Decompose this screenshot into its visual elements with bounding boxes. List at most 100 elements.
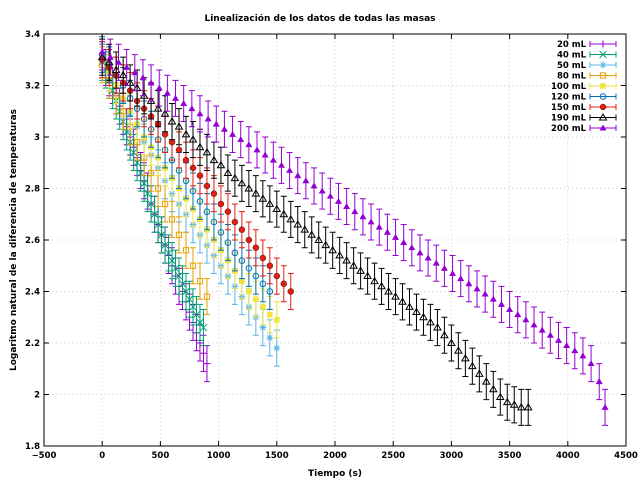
- data-point: [363, 257, 372, 295]
- data-point: [398, 283, 407, 321]
- data-point: [104, 43, 114, 81]
- error-bar: [238, 164, 245, 202]
- data-point: [318, 172, 326, 210]
- legend-entry: 20 mL: [557, 40, 617, 50]
- data-point: [139, 59, 147, 97]
- data-point: [457, 260, 465, 298]
- data-point: [259, 239, 267, 277]
- data-point: [202, 133, 212, 171]
- error-bar: [336, 236, 343, 274]
- data-point: [351, 193, 359, 231]
- data-point: [506, 291, 514, 329]
- data-point: [273, 301, 280, 339]
- data-point: [277, 146, 285, 184]
- error-bar: [252, 175, 259, 213]
- data-point: [286, 200, 296, 238]
- error-bar: [329, 231, 336, 269]
- data-point: [237, 121, 245, 159]
- series-40-ml: [98, 43, 208, 347]
- data-point: [571, 332, 579, 370]
- legend-entry: 120 mL: [551, 93, 617, 103]
- data-point: [189, 288, 197, 326]
- data-point: [129, 133, 138, 171]
- data-point: [563, 327, 571, 365]
- legend-label: 80 mL: [557, 72, 587, 82]
- data-point: [231, 203, 239, 241]
- chart-title: Linealización de los datos de todas las …: [204, 13, 435, 24]
- x-tick-label: −500: [32, 451, 57, 461]
- error-bar: [280, 195, 287, 233]
- error-bar: [176, 216, 183, 254]
- error-bar: [231, 159, 238, 197]
- data-point: [261, 136, 269, 174]
- data-point: [286, 151, 294, 189]
- data-point: [343, 188, 351, 226]
- data-point: [203, 167, 211, 205]
- data-point: [326, 177, 334, 215]
- legend-label: 200 mL: [551, 124, 587, 134]
- x-tick-label: 0: [99, 451, 105, 461]
- data-point: [175, 257, 183, 295]
- data-point: [185, 280, 194, 318]
- error-bar: [350, 247, 357, 285]
- data-point: [370, 262, 379, 300]
- y-tick-label: 2.6: [25, 236, 40, 246]
- data-point: [454, 332, 463, 370]
- y-axis-label: Logaritmo natural de la diferencia de te…: [9, 109, 19, 371]
- error-bar: [504, 383, 511, 421]
- data-point: [182, 231, 190, 269]
- error-bar: [203, 278, 210, 316]
- data-point: [203, 278, 211, 316]
- data-point: [244, 169, 254, 208]
- error-bar: [343, 242, 350, 280]
- legend-entry: 80 mL: [557, 72, 617, 82]
- data-point: [203, 345, 211, 383]
- data-point: [251, 175, 261, 213]
- y-tick-label: 3.4: [25, 30, 40, 40]
- error-bar: [273, 190, 280, 228]
- data-point: [424, 239, 432, 277]
- error-bar: [427, 303, 434, 341]
- error-bar: [399, 283, 406, 321]
- data-point: [238, 211, 246, 249]
- legend-swatch: [589, 72, 617, 79]
- x-tick-label: 2000: [323, 451, 347, 461]
- legend-swatch: [589, 93, 617, 100]
- legend-label: 50 mL: [557, 61, 587, 71]
- data-point: [419, 298, 428, 336]
- data-point: [164, 234, 173, 272]
- data-point: [412, 293, 421, 331]
- data-point: [302, 162, 310, 200]
- data-point: [474, 355, 484, 393]
- error-bar: [392, 278, 399, 316]
- data-point: [188, 121, 198, 159]
- legend-entry: 100 mL: [551, 82, 617, 92]
- error-bar: [224, 154, 231, 192]
- data-point: [392, 218, 400, 256]
- error-bar: [169, 103, 176, 141]
- data-point: [230, 159, 240, 197]
- data-point: [400, 224, 408, 262]
- x-tick-label: 3500: [498, 451, 522, 461]
- data-point: [209, 141, 219, 179]
- error-bar: [287, 200, 294, 238]
- data-point: [188, 90, 196, 128]
- data-point: [269, 141, 277, 179]
- data-point: [367, 203, 375, 241]
- error-bar: [413, 293, 420, 331]
- data-point: [245, 221, 253, 259]
- data-point: [488, 370, 498, 408]
- error-bar: [497, 378, 504, 416]
- data-point: [383, 213, 391, 251]
- error-bar: [364, 257, 371, 295]
- error-bar: [106, 43, 113, 81]
- axis-ticks: −500 0 500 1000 1500 2000 2500 3000 3500 4000 4500…: [25, 30, 638, 461]
- x-tick-label: 1500: [265, 451, 289, 461]
- error-bar: [301, 211, 308, 249]
- error-bar: [441, 316, 448, 354]
- data-point: [212, 105, 220, 143]
- error-bar: [315, 221, 322, 259]
- data-point: [224, 193, 232, 231]
- data-point: [530, 306, 538, 344]
- data-point: [253, 131, 261, 169]
